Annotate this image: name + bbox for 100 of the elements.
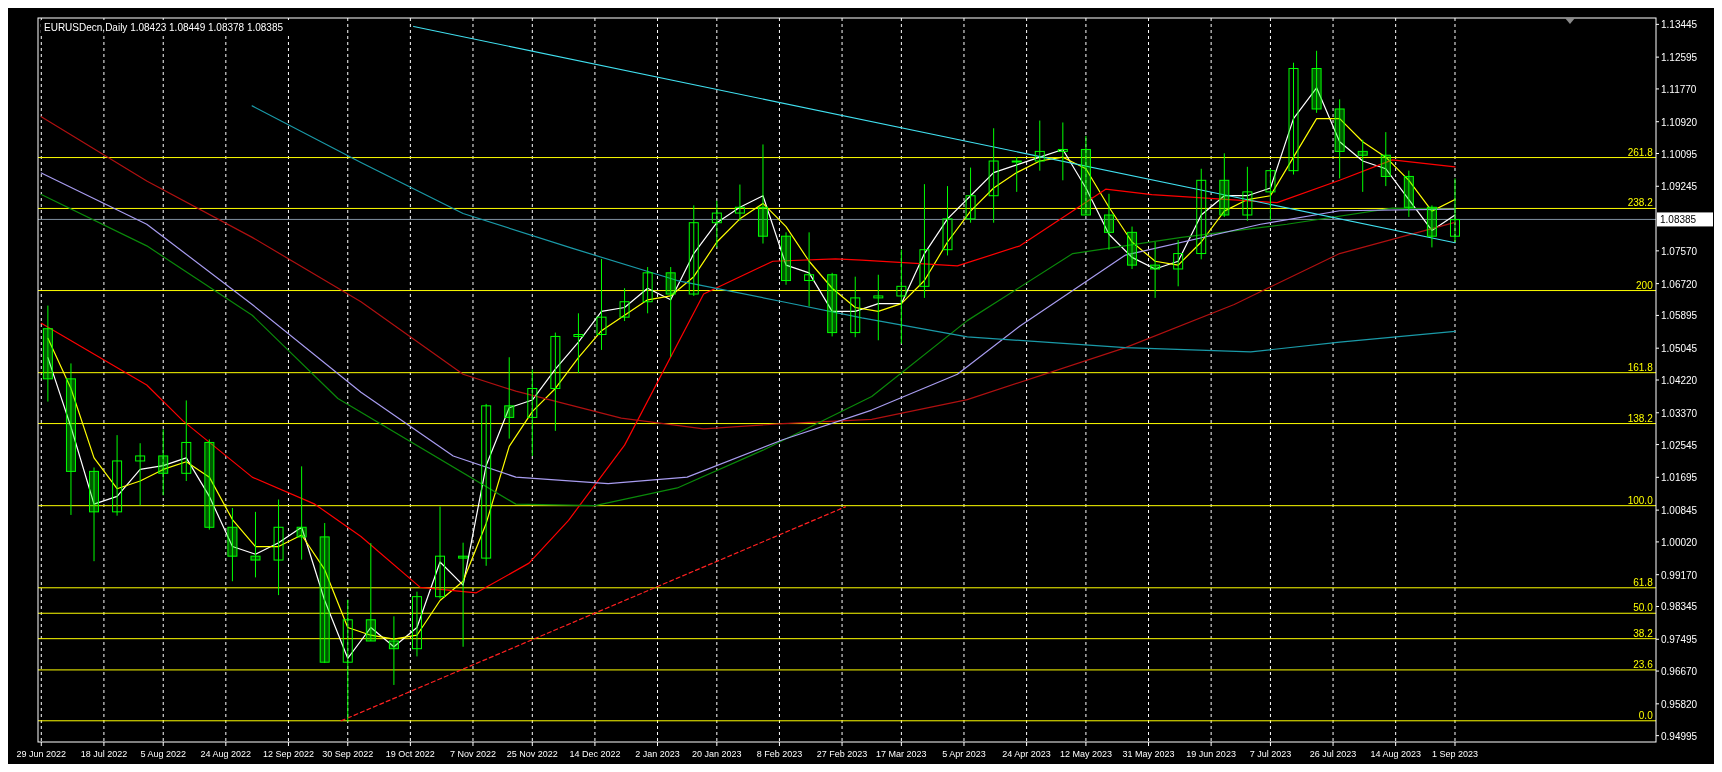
y-tick-label: 1.12595 — [1661, 52, 1698, 64]
candlestick — [1426, 204, 1437, 248]
x-tick-label: 2 Jan 2023 — [635, 749, 680, 759]
annotation: 0.0 — [1638, 709, 1654, 721]
candlestick — [1380, 131, 1391, 187]
candlestick — [1103, 193, 1114, 251]
candlestick — [481, 403, 492, 567]
candlestick — [135, 442, 146, 506]
y-tick-label: 1.10920 — [1661, 116, 1698, 128]
annotation: 23.6 — [1633, 658, 1654, 670]
candlestick — [1311, 50, 1322, 114]
x-tick-label: 12 May 2023 — [1059, 749, 1112, 759]
x-tick-label: 27 Feb 2023 — [816, 749, 868, 759]
line-series — [251, 105, 1456, 353]
y-tick-label: 1.11770 — [1661, 83, 1697, 95]
candlestick — [504, 356, 515, 440]
candlestick — [1150, 241, 1161, 299]
x-tick-label: 18 Jul 2022 — [80, 749, 128, 759]
x-tick-label: 24 Apr 2023 — [1002, 749, 1051, 759]
candlestick — [804, 231, 815, 307]
x-tick-label: 5 Apr 2023 — [942, 749, 986, 759]
candlestick — [273, 499, 284, 596]
candlestick — [873, 274, 884, 341]
x-tick-label: 14 Dec 2022 — [569, 749, 621, 759]
candlestick — [688, 204, 699, 297]
candlestick — [711, 200, 722, 248]
x-tick-label: 17 Mar 2023 — [876, 749, 927, 759]
annotation: 138.2 — [1627, 412, 1654, 424]
candlestick — [365, 542, 376, 642]
candlestick — [204, 438, 215, 531]
candlestick — [112, 434, 123, 517]
y-tick-label: 1.04220 — [1661, 375, 1698, 386]
y-tick-label: 1.13445 — [1661, 19, 1698, 31]
candlestick — [89, 467, 100, 562]
candlestick — [734, 184, 745, 222]
annotation: 238.2 — [1627, 197, 1654, 209]
ref-line-label: 1.08385 — [1660, 214, 1697, 226]
candlestick — [988, 127, 999, 224]
candlestick — [1196, 168, 1207, 260]
candlestick — [42, 305, 53, 403]
x-tick-label: 20 Jan 2023 — [692, 749, 742, 759]
candlestick — [1357, 139, 1368, 193]
y-tick-label: 0.99170 — [1661, 569, 1698, 581]
candlestick — [1034, 120, 1045, 172]
y-tick-label: 0.95820 — [1661, 698, 1698, 710]
candlestick — [665, 266, 676, 358]
x-tick-label: 1 Sep 2023 — [1431, 749, 1479, 759]
candlestick — [65, 362, 76, 516]
candlestick — [1288, 62, 1299, 176]
candlestick — [757, 143, 768, 245]
candlestick — [596, 258, 607, 351]
x-tick-label: 12 Sep 2022 — [262, 749, 314, 759]
y-tick-label: 1.06720 — [1661, 278, 1698, 290]
candlestick — [850, 276, 861, 338]
candlestick — [319, 522, 330, 664]
x-tick-label: 31 May 2023 — [1122, 749, 1175, 759]
annotation: 200 — [1636, 279, 1654, 291]
candlestick — [1265, 168, 1276, 222]
y-tick-label: 0.96670 — [1661, 666, 1698, 678]
candlestick — [435, 505, 446, 600]
candlestick — [919, 183, 930, 299]
candlestick — [619, 287, 630, 322]
y-tick-label: 1.10095 — [1661, 148, 1698, 160]
x-tick-label: 7 Nov 2022 — [449, 749, 497, 759]
annotation: 261.8 — [1627, 146, 1654, 158]
y-tick-label: 1.09245 — [1661, 181, 1698, 193]
y-tick-label: 0.98345 — [1661, 601, 1698, 613]
candlestick — [181, 399, 192, 482]
candlestick — [1011, 156, 1022, 193]
x-tick-label: 14 Aug 2023 — [1370, 749, 1421, 759]
chart-title: EURUSDecn,Daily 1.08423 1.08449 1.08378 1.08385 — [44, 22, 284, 33]
x-tick-label: 8 Feb 2023 — [756, 749, 803, 759]
candlestick — [965, 167, 976, 224]
x-tick-label: 19 Jun 2023 — [1186, 749, 1236, 759]
y-tick-label: 1.00845 — [1661, 505, 1698, 517]
candlestick — [1403, 170, 1414, 218]
candlestick — [1057, 121, 1068, 181]
candlestick — [827, 272, 838, 337]
candlestick — [296, 465, 307, 561]
candlestick — [942, 185, 953, 256]
y-tick-label: 1.03370 — [1661, 407, 1698, 419]
y-tick-label: 0.97495 — [1661, 634, 1698, 646]
candlestick — [1242, 166, 1253, 222]
x-tick-label: 29 Jun 2022 — [16, 749, 67, 759]
candlestick — [227, 507, 238, 582]
candlestick — [781, 231, 792, 286]
x-tick-label: 24 Aug 2022 — [200, 749, 252, 759]
candlestick — [1334, 98, 1345, 179]
candlestick — [342, 599, 353, 723]
y-tick-label: 1.02545 — [1661, 439, 1698, 451]
x-tick-label: 30 Sep 2022 — [322, 749, 374, 759]
candlestick — [1173, 239, 1184, 287]
annotation: 61.8 — [1633, 576, 1654, 588]
candlestick — [527, 369, 538, 457]
candlestick — [250, 511, 261, 578]
candlestick — [458, 542, 469, 648]
y-tick-label: 1.05045 — [1661, 343, 1698, 355]
x-tick-label: 25 Nov 2022 — [506, 749, 558, 759]
candlestick — [1219, 152, 1230, 218]
candlestick — [1449, 177, 1460, 243]
